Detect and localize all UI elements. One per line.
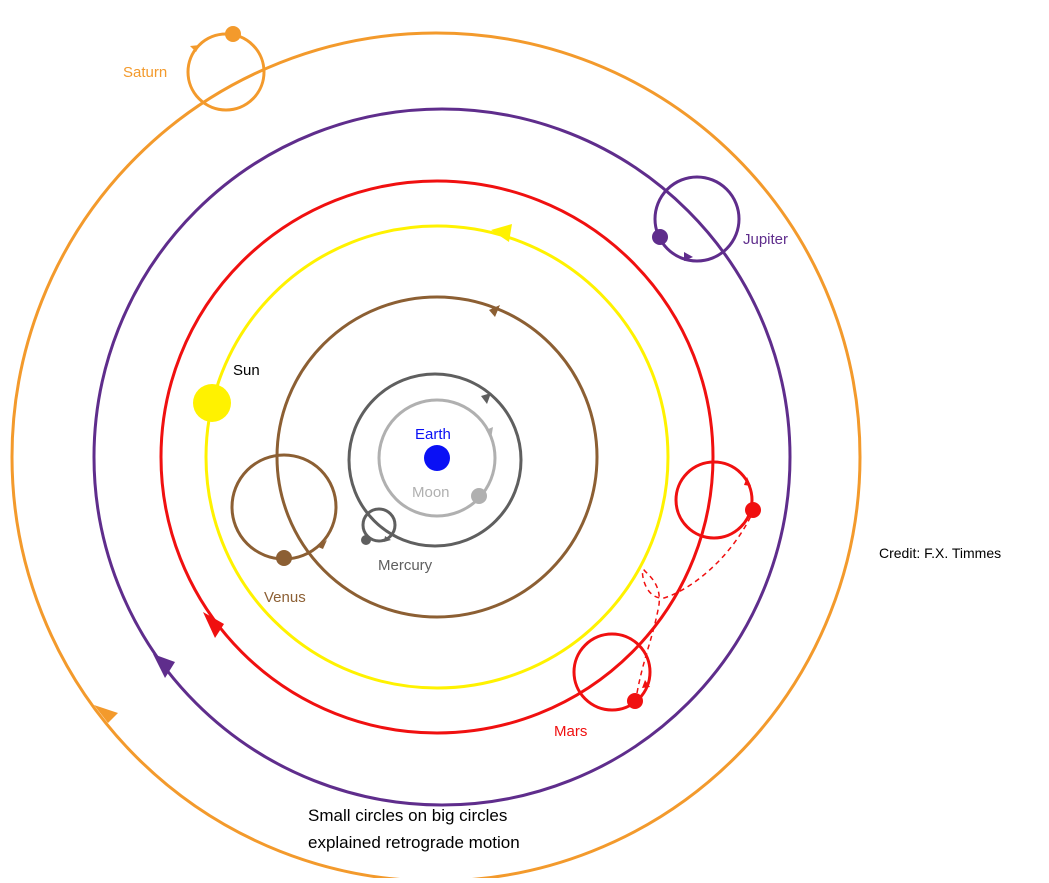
- sun-body: [193, 384, 231, 422]
- saturn-orbit-arrow: [94, 705, 118, 723]
- jupiter-epicycle: [653, 175, 741, 263]
- mars-planet-upper: [745, 502, 761, 518]
- venus-epicycle-arrow: [318, 540, 327, 549]
- mars-retrograde-path: [636, 511, 754, 694]
- jupiter-planet: [652, 229, 668, 245]
- mars-epicycle-upper: [674, 460, 754, 540]
- mercury-planet: [361, 535, 371, 545]
- jupiter-epicycle-arrow: [684, 252, 693, 261]
- saturn-planet: [225, 26, 241, 42]
- jupiter-orbit-group: Jupiter: [92, 107, 792, 807]
- earth-group: Earth: [415, 426, 451, 471]
- sun-orbit-arrow: [491, 224, 512, 242]
- mars-epicycle-lower: [572, 632, 652, 712]
- credit-text: Credit: F.X. Timmes: [879, 545, 1001, 561]
- mars-orbit-arrow: [203, 612, 224, 638]
- moon-orbit-arrow: [486, 427, 493, 439]
- sun-orbit-group: Sun: [193, 224, 670, 690]
- mercury-label: Mercury: [378, 557, 433, 574]
- earth-body: [424, 445, 450, 471]
- saturn-label: Saturn: [123, 64, 167, 81]
- moon-label: Moon: [412, 484, 450, 501]
- caption-line-2: explained retrograde motion: [308, 833, 520, 852]
- venus-orbit-arrow: [489, 305, 500, 317]
- caption-line-1: Small circles on big circles: [308, 806, 507, 825]
- mars-deferent: [159, 179, 715, 735]
- venus-deferent: [275, 295, 599, 619]
- venus-orbit-group: Venus: [230, 295, 599, 619]
- mars-epicycle-lower-arrow: [642, 680, 650, 688]
- saturn-epicycle-arrow: [190, 45, 200, 52]
- jupiter-orbit-arrow: [153, 654, 175, 678]
- sun-label: Sun: [233, 362, 260, 379]
- sun-orbit: [204, 224, 670, 690]
- jupiter-label: Jupiter: [743, 231, 788, 248]
- venus-label: Venus: [264, 589, 306, 606]
- moon-body: [471, 488, 487, 504]
- mercury-orbit-group: Mercury: [347, 372, 523, 574]
- earth-label: Earth: [415, 426, 451, 443]
- moon-orbit: [377, 398, 497, 518]
- moon-orbit-group: Moon: [377, 398, 497, 518]
- mars-orbit-group: Mars: [159, 179, 761, 740]
- mercury-epicycle-arrow: [384, 536, 391, 542]
- mars-label: Mars: [554, 723, 587, 740]
- mercury-epicycle: [361, 507, 397, 543]
- mars-planet-lower: [627, 693, 643, 709]
- venus-planet: [276, 550, 292, 566]
- mercury-orbit-arrow: [481, 393, 491, 404]
- mars-epicycle-upper-arrow: [744, 477, 751, 486]
- jupiter-deferent: [92, 107, 792, 807]
- mercury-deferent: [347, 372, 523, 548]
